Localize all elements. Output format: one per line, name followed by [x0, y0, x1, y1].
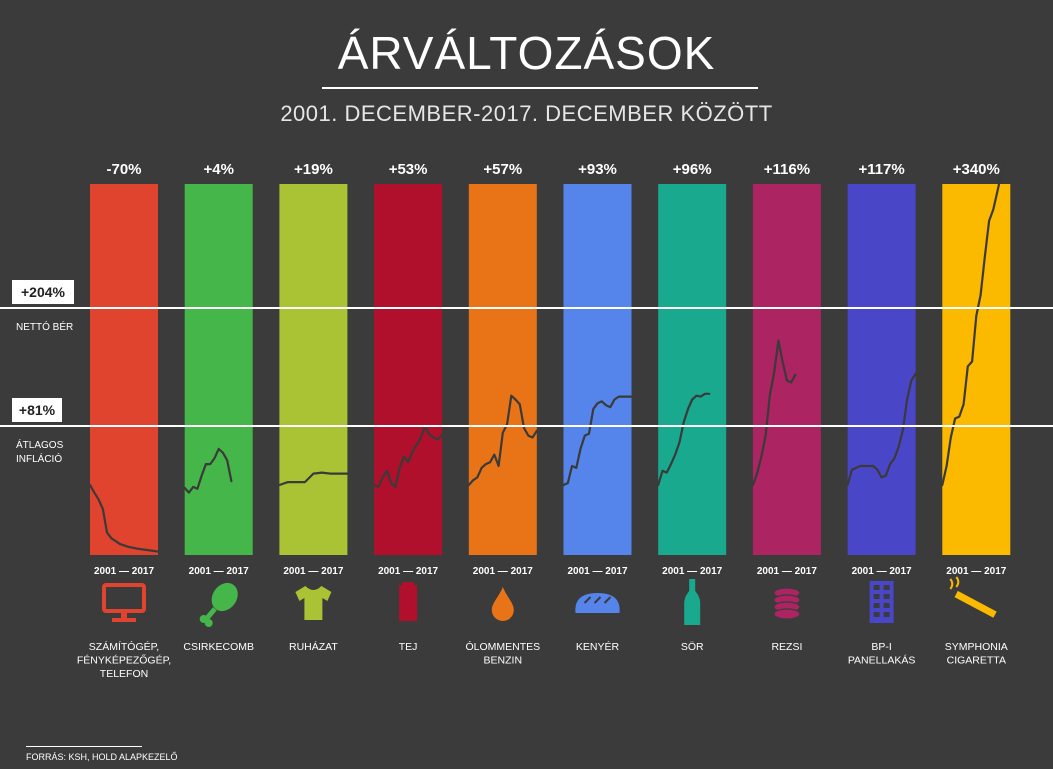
source-divider: [26, 746, 142, 747]
coins-stack-icon: [773, 587, 801, 620]
chart-subtitle: 2001. DECEMBER-2017. DECEMBER KÖZÖTT: [280, 101, 773, 126]
bar-group: +340% 2001 — 2017 SYMPHONIA CIGARETTA: [941, 156, 1012, 667]
change-label: +116%: [764, 161, 810, 178]
bar-group: +57% 2001 — 2017 ÓLOMMENTES BENZIN: [465, 161, 540, 667]
change-label: +19%: [294, 161, 333, 178]
reference-value: +204%: [21, 284, 66, 300]
category-name: RUHÁZAT: [289, 640, 338, 653]
year-range-label: 2001 — 2017: [189, 566, 249, 577]
category-name: PANELLAKÁS: [848, 654, 916, 667]
year-range-label: 2001 — 2017: [94, 566, 154, 577]
milk-carton-icon: [399, 582, 418, 621]
title-underline: [322, 87, 758, 89]
category-name: ÓLOMMENTES: [465, 640, 540, 653]
category-name: SÖR: [681, 641, 704, 653]
fuel-drop-icon: [491, 587, 514, 621]
year-range-label: 2001 — 2017: [567, 566, 627, 577]
year-range-label: 2001 — 2017: [852, 566, 912, 577]
change-label: +93%: [578, 161, 617, 178]
change-label: -70%: [106, 161, 141, 178]
category-name: TELEFON: [100, 668, 148, 680]
change-label: +96%: [673, 161, 712, 178]
bar-group: +53% 2001 — 2017 TEJ: [373, 161, 444, 653]
source-note: FORRÁS: KSH, HOLD ALAPKEZELŐ: [26, 752, 178, 762]
year-range-label: 2001 — 2017: [473, 566, 533, 577]
category-name: REZSI: [771, 641, 802, 653]
category-bar: [90, 184, 158, 555]
price-trend-line: [846, 372, 917, 487]
price-trend-line: [278, 471, 349, 487]
change-label: +117%: [858, 161, 904, 178]
category-bar: [279, 184, 348, 555]
chart-title: ÁRVÁLTOZÁSOK: [337, 27, 716, 79]
category-name: FÉNYKÉPEZŐGÉP,: [77, 653, 171, 667]
reference-label: ÁTLAGOS: [16, 438, 64, 451]
computer-monitor-icon: [102, 583, 146, 622]
bar-group: +93% 2001 — 2017 KENYÉR: [562, 161, 633, 653]
bar-group: +116% 2001 — 2017 REZSI: [751, 161, 821, 653]
category-name: CSIRKECOMB: [183, 641, 254, 653]
reference-value-box: [12, 398, 62, 422]
year-range-label: 2001 — 2017: [662, 566, 722, 577]
bar-group: +96% 2001 — 2017 SÖR: [657, 161, 727, 653]
reference-value-box: [12, 280, 74, 304]
reference-value: +81%: [19, 402, 56, 418]
category-name: SZÁMÍTÓGÉP,: [89, 640, 159, 653]
apartment-building-icon: [869, 581, 894, 623]
change-label: +4%: [203, 161, 233, 178]
price-trend-line: [373, 425, 444, 488]
category-bar: [184, 184, 253, 555]
reference-label: INFLÁCIÓ: [16, 452, 62, 465]
year-range-label: 2001 — 2017: [757, 566, 817, 577]
price-trend-line: [562, 395, 633, 487]
price-trend-line: [657, 392, 711, 487]
chicken-leg-icon: [199, 582, 238, 627]
change-label: +57%: [483, 161, 522, 178]
bar-group: +4% 2001 — 2017 CSIRKECOMB: [183, 161, 254, 653]
category-bar: [563, 184, 632, 555]
category-bar: [374, 184, 443, 555]
reference-line-group: +204% NETTÓ BÉR: [0, 280, 1053, 333]
category-name: BENZIN: [484, 655, 523, 667]
price-trend-line: [183, 447, 233, 494]
price-trend-line: [88, 483, 160, 553]
bread-icon: [575, 593, 620, 613]
category-name: KENYÉR: [576, 640, 620, 653]
category-bar: [942, 184, 1011, 555]
category-bar: [658, 184, 727, 555]
price-trend-line: [467, 394, 538, 487]
category-name: SYMPHONIA: [945, 641, 1008, 653]
category-name: TEJ: [399, 641, 418, 653]
category-name: CIGARETTA: [947, 655, 1006, 667]
change-label: +53%: [389, 161, 428, 178]
beer-bottle-icon: [684, 579, 701, 625]
reference-label: NETTÓ BÉR: [16, 320, 73, 333]
year-range-label: 2001 — 2017: [283, 566, 343, 577]
category-name: BP-I: [871, 641, 891, 653]
change-label: +340%: [953, 161, 1000, 178]
category-bar: [847, 184, 916, 555]
category-bar: [468, 184, 537, 555]
year-range-label: 2001 — 2017: [378, 566, 438, 577]
price-trend-line: [751, 339, 797, 487]
bar-group: -70% 2001 — 2017 SZÁMÍTÓGÉP,FÉNYKÉPEZŐGÉP,…: [77, 161, 171, 680]
bar-group: +19% 2001 — 2017 RUHÁZAT: [278, 161, 349, 653]
shirt-icon: [295, 586, 332, 620]
category-bar: [752, 184, 821, 555]
price-trend-line: [941, 156, 1012, 487]
year-range-label: 2001 — 2017: [946, 566, 1006, 577]
cigarette-icon: [949, 576, 997, 618]
